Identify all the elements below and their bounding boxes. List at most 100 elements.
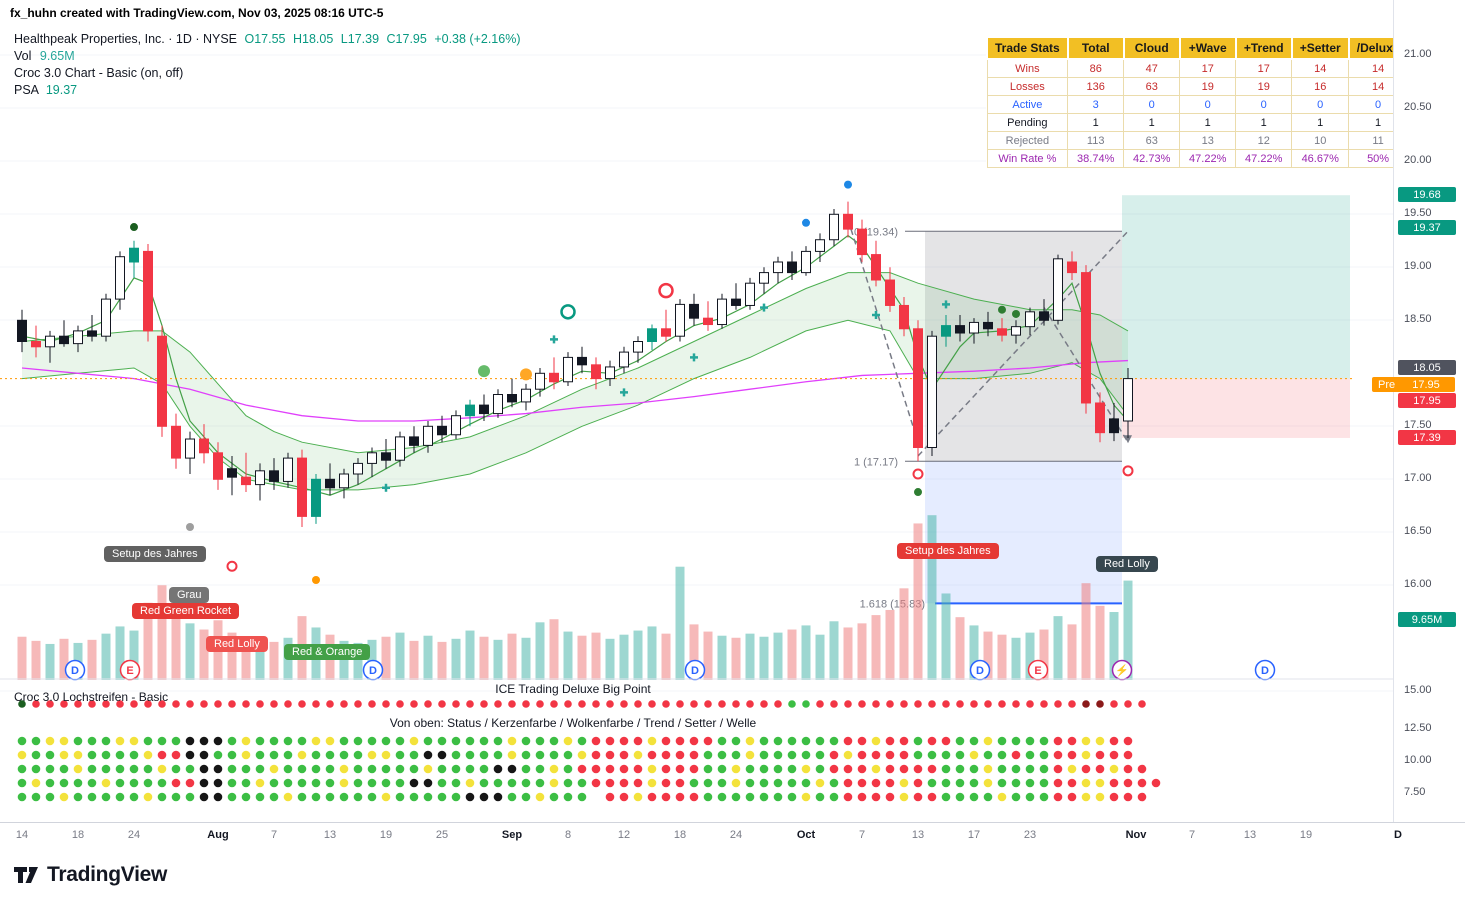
cloud-upper-line: [21, 272, 1129, 454]
punch-dot: [928, 700, 936, 708]
punch-dot: [704, 700, 712, 708]
candle-body: [1081, 272, 1091, 404]
punch-dot: [465, 736, 475, 746]
punch-dot: [563, 736, 573, 746]
volume-bar: [899, 588, 909, 680]
punch-dot: [242, 700, 250, 708]
stat-header[interactable]: Cloud: [1122, 36, 1181, 60]
psa-legend-row[interactable]: PSA 19.37: [14, 82, 520, 99]
punch-dot: [549, 778, 559, 788]
volume-bar: [535, 622, 545, 680]
stat-header[interactable]: Trade Stats: [986, 36, 1069, 60]
punch-dot: [549, 792, 559, 802]
punch-dot: [353, 778, 363, 788]
time-tick-label: 24: [127, 829, 141, 841]
punch-dot: [787, 778, 797, 788]
punch-dot: [983, 750, 993, 760]
punch-dot: [1011, 764, 1021, 774]
stat-cell: 16: [1291, 77, 1350, 96]
punch-dot: [507, 792, 517, 802]
time-tick-label: 19: [1299, 829, 1313, 841]
price-badge: 17.39: [1398, 430, 1456, 445]
punch-dot: [843, 736, 853, 746]
ohlc-open: O17.55: [244, 32, 286, 46]
time-tick-label: 18: [71, 829, 85, 841]
punch-dot: [479, 764, 489, 774]
event-badge-letter: D: [369, 665, 377, 677]
volume-bar: [185, 623, 195, 680]
punch-dot: [311, 750, 321, 760]
volume-bar: [689, 624, 699, 680]
punch-dot: [955, 750, 965, 760]
punch-dot: [759, 778, 769, 788]
tradingview-logo[interactable]: TradingView: [12, 862, 167, 888]
punch-dot: [353, 792, 363, 802]
punch-dot: [633, 778, 643, 788]
punch-dot: [46, 700, 54, 708]
punch-dot: [1068, 700, 1076, 708]
signal-dot: [998, 305, 1006, 314]
punch-dot: [423, 792, 433, 802]
symbol-row[interactable]: Healthpeak Properties, Inc. · 1D · NYSE …: [14, 31, 520, 48]
punch-dot: [605, 736, 615, 746]
punch-dot: [521, 778, 531, 788]
signal-dot-large: [520, 368, 532, 381]
punch-dot: [395, 736, 405, 746]
punch-dot: [1110, 700, 1118, 708]
volume-bar: [1109, 612, 1119, 680]
stat-header[interactable]: +Trend: [1234, 36, 1293, 60]
punch-dot: [899, 750, 909, 760]
time-tick-label: 7: [858, 829, 866, 841]
punch-dot: [843, 792, 853, 802]
stat-cell: 14: [1348, 58, 1408, 78]
volume-legend-row[interactable]: Vol 9.65M: [14, 48, 520, 65]
punch-dot: [983, 736, 993, 746]
punch-dot: [213, 750, 223, 760]
time-axis[interactable]: 14 18 24 Aug 7 13 19 25 Sep 8 12 18 24 Oct 7 13 17 23 Nov 7…: [0, 822, 1465, 855]
punch-dot: [438, 700, 446, 708]
punch-dot: [185, 750, 195, 760]
price-tick-label: 18.50: [1404, 313, 1432, 325]
zone-box: [925, 461, 1122, 604]
punch-dot: [661, 764, 671, 774]
stat-header[interactable]: Total: [1066, 36, 1125, 60]
punch-dot: [395, 778, 405, 788]
punch-dot: [620, 700, 628, 708]
volume-bar: [1011, 637, 1021, 680]
punch-dot: [969, 778, 979, 788]
volume-bar: [969, 625, 979, 680]
chart-legend: Healthpeak Properties, Inc. · 1D · NYSE …: [14, 31, 520, 99]
volume-bar: [801, 625, 811, 680]
stat-cell: 50%: [1348, 149, 1408, 168]
punch-dot: [788, 700, 796, 708]
trade-stats-table: Trade Stats Total Cloud +Wave +Trend +Setter /…: [986, 36, 1409, 168]
stat-header[interactable]: +Wave: [1178, 36, 1237, 60]
punch-dot: [577, 750, 587, 760]
punch-dot: [1081, 764, 1091, 774]
stat-header[interactable]: +Setter: [1290, 36, 1350, 60]
punch-dot: [689, 750, 699, 760]
punch-dot: [465, 778, 475, 788]
punch-dot: [1123, 736, 1133, 746]
punch-dot: [577, 778, 587, 788]
volume-bar: [465, 630, 475, 680]
chart-canvas[interactable]: 0 (19.34)1 (17.17)1.618 (15.83)D E D D D E ⚡ D: [0, 0, 1465, 820]
croc-legend-row[interactable]: Croc 3.0 Chart - Basic (on, off): [14, 65, 520, 82]
candle-body: [353, 462, 363, 475]
punch-dot: [213, 792, 223, 802]
punch-dot: [381, 764, 391, 774]
candle-body: [241, 476, 251, 486]
lochstreifen-legend[interactable]: Croc 3.0 Lochstreifen - Basic: [14, 690, 169, 704]
punch-dot: [353, 764, 363, 774]
punch-dot: [382, 700, 390, 708]
price-axis[interactable]: 21.00 20.50 20.00 19.50 19.00 18.50 17.50 17.00…: [1393, 0, 1465, 822]
volume-bar: [1025, 632, 1035, 680]
punch-dot: [199, 764, 209, 774]
punch-dot: [493, 750, 503, 760]
stat-cell: 38.74%: [1067, 149, 1125, 168]
punch-dot: [143, 750, 153, 760]
punch-dot: [746, 700, 754, 708]
signal-dot: [844, 180, 852, 189]
punch-dot: [535, 750, 545, 760]
volume-bar: [241, 636, 251, 680]
